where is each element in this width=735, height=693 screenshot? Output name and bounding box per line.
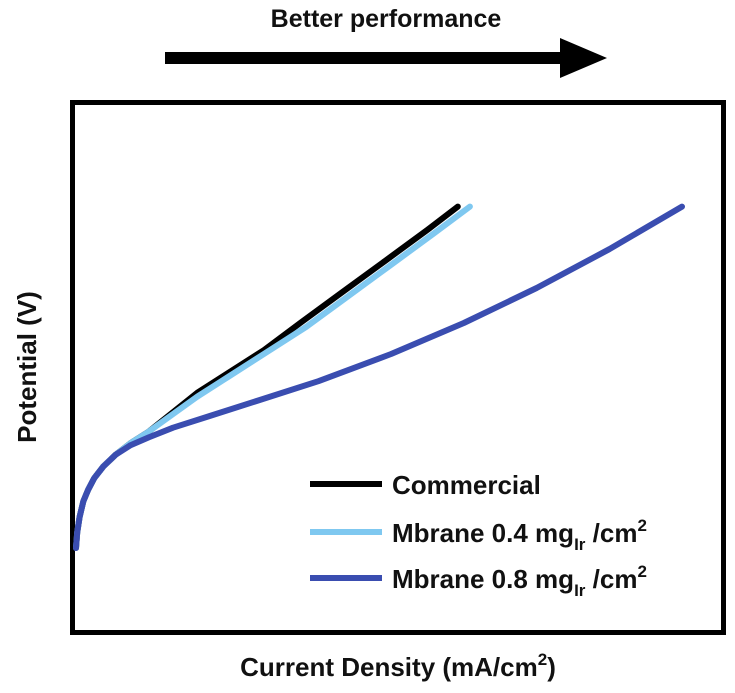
legend-label-commercial: Commercial [392, 470, 541, 500]
performance-arrow-icon [165, 38, 607, 78]
series-line-mbrane-0-8 [73, 203, 685, 551]
series-layer [73, 203, 685, 551]
x-axis-label: Current Density (mA/cm2) [240, 650, 556, 682]
plot-frame [70, 100, 726, 635]
legend-label-mbrane-0-8: Mbrane 0.8 mgIr /cm2 [392, 562, 647, 600]
annotation-text: Better performance [271, 5, 502, 33]
y-axis-label: Potential (V) [12, 291, 42, 443]
legend: Commercial Mbrane 0.4 mgIr /cm2 Mbrane 0… [310, 470, 647, 600]
legend-label-mbrane-0-4: Mbrane 0.4 mgIr /cm2 [392, 516, 647, 554]
